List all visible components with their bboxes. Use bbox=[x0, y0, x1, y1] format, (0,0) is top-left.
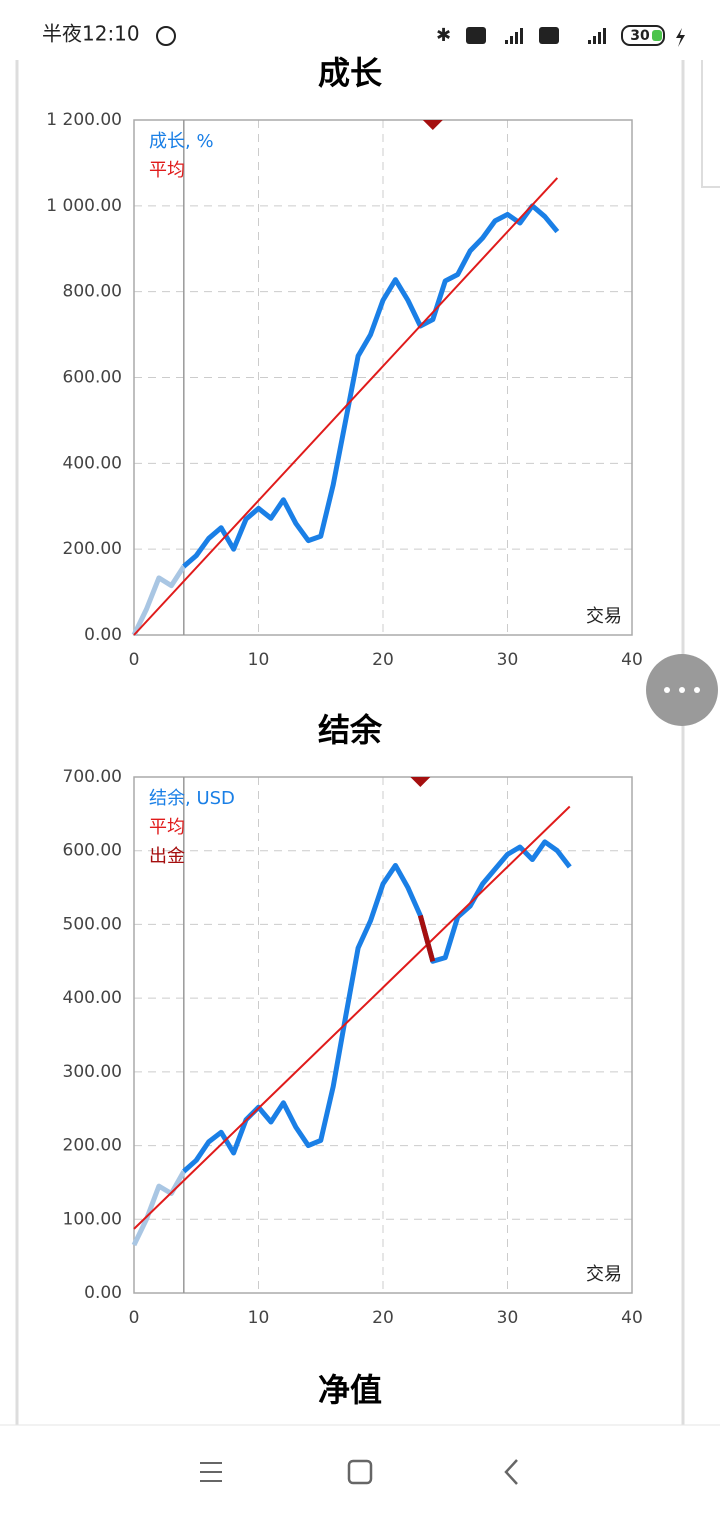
legend-entry: 平均 bbox=[149, 160, 185, 181]
x-tick-label: 30 bbox=[497, 650, 519, 670]
menu-button[interactable] bbox=[200, 1462, 222, 1482]
series-line bbox=[417, 914, 436, 962]
x-tick-label: 0 bbox=[129, 1308, 140, 1328]
charging-icon bbox=[676, 28, 685, 47]
x-tick-label: 20 bbox=[372, 1308, 394, 1328]
y-tick-label: 800.00 bbox=[63, 282, 122, 302]
y-tick-label: 100.00 bbox=[63, 1209, 122, 1229]
hd-icon bbox=[466, 27, 486, 44]
y-tick-label: 200.00 bbox=[63, 1136, 122, 1156]
x-tick-label: 30 bbox=[497, 1308, 519, 1328]
chart-title: 成长 bbox=[318, 54, 382, 92]
legend-entry: 平均 bbox=[149, 817, 185, 838]
x-axis-label: 交易 bbox=[586, 1264, 622, 1285]
hd-icon bbox=[539, 27, 559, 44]
y-tick-label: 1 000.00 bbox=[46, 196, 122, 216]
x-axis-label: 交易 bbox=[586, 606, 622, 627]
signal-icon bbox=[588, 28, 606, 44]
status-icons: ✱ bbox=[436, 25, 606, 46]
y-tick-label: 700.00 bbox=[63, 767, 122, 787]
x-tick-label: 40 bbox=[621, 1308, 643, 1328]
x-tick-label: 40 bbox=[621, 650, 643, 670]
series-line bbox=[131, 564, 186, 637]
event-marker bbox=[410, 777, 431, 787]
status-time: 半夜12:10 bbox=[42, 22, 140, 46]
series-line bbox=[131, 1170, 186, 1247]
nav-bar bbox=[0, 1425, 720, 1520]
alarm-icon bbox=[156, 26, 176, 46]
y-tick-label: 300.00 bbox=[63, 1062, 122, 1082]
floating-dots bbox=[664, 687, 700, 693]
y-tick-label: 1 200.00 bbox=[46, 110, 122, 130]
chart-title: 结余 bbox=[318, 711, 383, 749]
battery-level bbox=[652, 30, 662, 41]
plot-frame bbox=[133, 776, 633, 1294]
home-button[interactable] bbox=[347, 1459, 373, 1485]
side-panel bbox=[701, 60, 720, 188]
series-line bbox=[133, 805, 571, 1230]
section-title: 净值 bbox=[318, 1371, 382, 1409]
y-tick-label: 400.00 bbox=[63, 988, 122, 1008]
y-tick-label: 400.00 bbox=[63, 453, 122, 473]
legend-entry: 出金 bbox=[149, 846, 185, 867]
y-tick-label: 0.00 bbox=[84, 625, 122, 645]
legend-entry: 成长, % bbox=[149, 131, 214, 152]
legend-entry: 结余, USD bbox=[149, 788, 235, 809]
x-tick-label: 20 bbox=[372, 650, 394, 670]
series-line bbox=[182, 203, 560, 569]
x-tick-label: 0 bbox=[129, 650, 140, 670]
series-line bbox=[133, 177, 559, 636]
y-tick-label: 600.00 bbox=[63, 368, 122, 388]
y-tick-label: 200.00 bbox=[63, 539, 122, 559]
y-tick-label: 0.00 bbox=[84, 1283, 122, 1303]
plot-frame bbox=[133, 119, 633, 636]
event-marker bbox=[422, 120, 443, 130]
back-button[interactable] bbox=[504, 1459, 518, 1485]
y-tick-label: 500.00 bbox=[63, 914, 122, 934]
bluetooth-icon: ✱ bbox=[436, 25, 451, 46]
x-tick-label: 10 bbox=[248, 1308, 270, 1328]
x-tick-label: 10 bbox=[248, 650, 270, 670]
battery-text: 30 bbox=[630, 28, 650, 44]
battery-icon bbox=[621, 25, 665, 46]
y-tick-label: 600.00 bbox=[63, 841, 122, 861]
signal-icon bbox=[505, 28, 523, 44]
